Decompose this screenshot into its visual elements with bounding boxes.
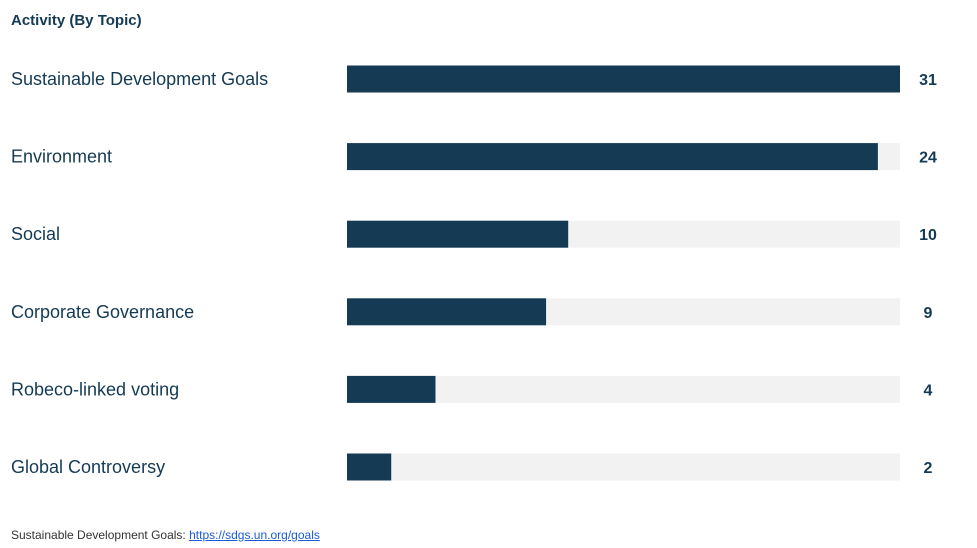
category-label: Robeco-linked voting [11, 379, 179, 399]
bar [347, 375, 436, 403]
value-label: 31 [919, 72, 937, 89]
bar [347, 143, 878, 171]
value-label: 9 [924, 305, 933, 322]
value-label: 24 [919, 150, 937, 167]
sdg-link[interactable]: https://sdgs.un.org/goals [189, 528, 320, 542]
bar-track [347, 453, 900, 481]
bar [347, 220, 569, 248]
bar [347, 65, 900, 93]
footnote: Sustainable Development Goals: https://s… [11, 528, 320, 542]
chart-title: Activity (By Topic) [11, 12, 142, 29]
bar [347, 453, 392, 481]
value-label: 10 [919, 227, 937, 244]
value-label: 4 [924, 382, 933, 399]
category-label: Environment [11, 147, 112, 167]
bar-chart: Sustainable Development Goals 31 Environme… [11, 65, 937, 481]
category-label: Global Controversy [11, 457, 165, 477]
value-label: 2 [924, 460, 933, 477]
category-label: Social [11, 224, 60, 244]
bar-track [347, 375, 900, 403]
category-label: Sustainable Development Goals [11, 69, 268, 89]
bar [347, 298, 547, 326]
category-label: Corporate Governance [11, 302, 194, 322]
footnote-text: Sustainable Development Goals: [11, 528, 190, 542]
